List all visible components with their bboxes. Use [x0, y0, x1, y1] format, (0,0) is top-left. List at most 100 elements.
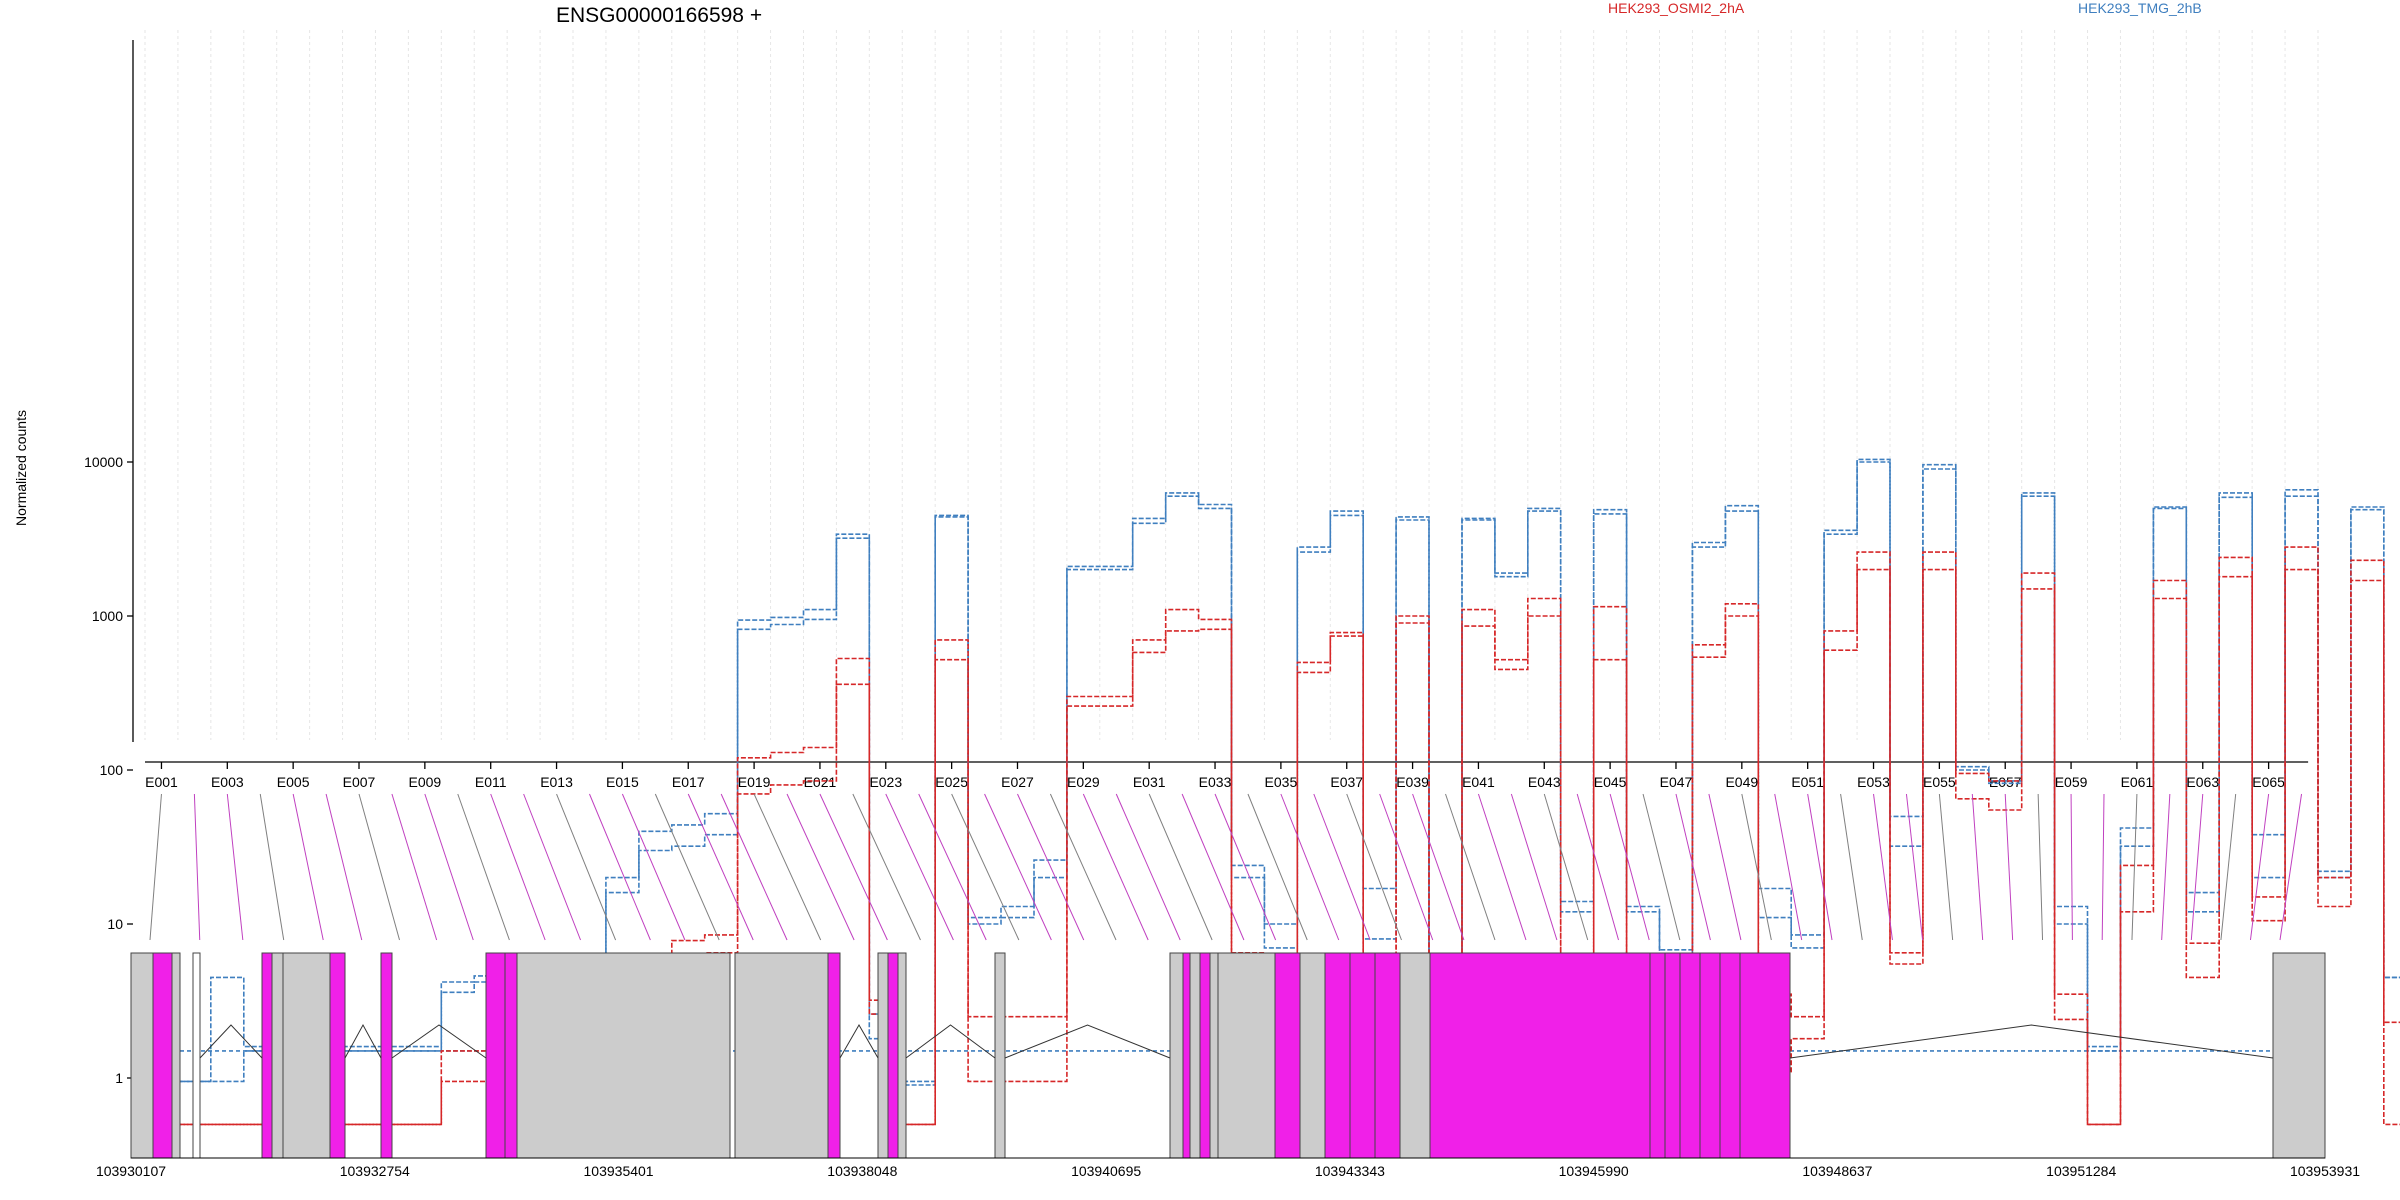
exon-block	[1324, 952, 1401, 1159]
intron-connector	[1004, 1024, 1171, 1059]
exon-connector	[918, 793, 987, 941]
x-tick-label: E001	[145, 774, 178, 790]
series-line	[145, 458, 2400, 1083]
exon-connector	[2279, 793, 2303, 941]
x-axis-exons: E001 E003 E005 E007 E009 E011 E013 E015 E017 E019…	[145, 761, 2309, 790]
x-tick-label: E017	[672, 774, 705, 790]
x-tick-label: E021	[804, 774, 837, 790]
x-tick-label: E003	[211, 774, 244, 790]
exon-connector	[1379, 793, 1434, 941]
exon-connector	[984, 793, 1052, 941]
exon-connector	[2249, 793, 2270, 941]
exon-block	[271, 952, 284, 1159]
x-tick-label: E057	[1989, 774, 2022, 790]
exon-connector	[1741, 793, 1772, 941]
y-tick-label: 1	[115, 1070, 123, 1086]
exon-connector	[325, 793, 363, 941]
exon-connector	[1938, 793, 1954, 941]
exon-block	[516, 952, 731, 1159]
x-tick-label: E047	[1660, 774, 1693, 790]
x-tick-label: E009	[409, 774, 442, 790]
y-axis-label: Normalized counts	[13, 410, 29, 526]
exon-connector	[1412, 793, 1465, 941]
exon-block	[171, 952, 181, 1159]
exon-connector	[2004, 793, 2014, 941]
y-tick-label: 1000	[92, 608, 123, 624]
x-tick-label: E027	[1001, 774, 1034, 790]
x-tick-label: E023	[869, 774, 902, 790]
exon-connector	[490, 793, 546, 941]
exon-connector	[852, 793, 921, 941]
exon-connector	[2220, 793, 2237, 941]
exon-block	[329, 952, 346, 1159]
x-tick-label: E061	[2121, 774, 2154, 790]
exon-connector	[885, 793, 954, 941]
exon-block	[897, 952, 907, 1159]
x-tick-label: E053	[1857, 774, 1890, 790]
x-tick-label: E013	[540, 774, 573, 790]
exon-connector	[1543, 793, 1589, 941]
exon-connector	[2131, 793, 2138, 941]
exon-connector	[1313, 793, 1371, 941]
exon-connector	[259, 793, 285, 941]
exon-block	[2272, 952, 2326, 1159]
x-tick-label: E051	[1791, 774, 1824, 790]
exon-connector	[1346, 793, 1402, 941]
exon-connector	[1082, 793, 1149, 941]
exon-connector	[292, 793, 324, 941]
coord-tick-label: 103948637	[1802, 1163, 1872, 1179]
exon-connector	[1510, 793, 1558, 941]
y-tick-label: 100	[100, 762, 124, 778]
intron-connector	[839, 1023, 879, 1059]
x-tick-label: E033	[1199, 774, 1232, 790]
exon-connector	[1017, 793, 1085, 941]
exon-connector	[1807, 793, 1833, 941]
exon-connector	[951, 793, 1020, 941]
chart-title: ENSG00000166598 +	[556, 4, 762, 27]
exon-connector	[556, 793, 617, 941]
exon-connector	[1280, 793, 1340, 941]
x-tick-label: E005	[277, 774, 310, 790]
gene-model	[130, 952, 2326, 1159]
exon-connector	[1181, 793, 1245, 941]
exon-connector	[621, 793, 686, 941]
exon-block	[827, 952, 841, 1159]
exon-connector	[753, 793, 822, 941]
coord-tick-label: 103953931	[2290, 1163, 2360, 1179]
exon-connector	[1971, 793, 1984, 941]
exon-block	[1169, 952, 1184, 1159]
x-tick-label: E043	[1528, 774, 1561, 790]
exon-block	[1189, 952, 1201, 1159]
exon-connector	[1708, 793, 1742, 941]
x-tick-label: E045	[1594, 774, 1627, 790]
intron-connector	[344, 1023, 382, 1059]
coord-tick-label: 103935401	[584, 1163, 654, 1179]
genomic-coordinate-axis: 103930107 103932754 103935401 103938048 1039…	[96, 1157, 2360, 1179]
y-axis: 1 10 100 1000 10000	[84, 40, 134, 1086]
exon-block	[994, 952, 1006, 1159]
exon-block	[1209, 952, 1219, 1159]
x-tick-label: E031	[1133, 774, 1166, 790]
intron-connector	[1789, 1024, 2274, 1059]
exon-block	[1199, 952, 1211, 1159]
exon-connector	[819, 793, 888, 941]
coord-tick-label: 103945990	[1559, 1163, 1629, 1179]
x-tick-label: E041	[1462, 774, 1495, 790]
exon-connector	[720, 793, 788, 941]
x-tick-label: E019	[738, 774, 771, 790]
x-tick-label: E049	[1725, 774, 1758, 790]
coord-tick-label: 103930107	[96, 1163, 166, 1179]
legend-tmg: HEK293_TMG_2hB	[2078, 0, 2202, 16]
exon-connector	[589, 793, 651, 941]
coord-tick-label: 103951284	[2046, 1163, 2116, 1179]
exon-block	[1299, 952, 1326, 1159]
exon-block	[261, 952, 273, 1159]
exon-connector	[1609, 793, 1650, 941]
exon-connector	[1642, 793, 1681, 941]
x-tick-label: E025	[935, 774, 968, 790]
exon-block	[504, 952, 518, 1159]
intron-connector	[199, 1024, 263, 1059]
exon-connector	[687, 793, 754, 941]
exon-connector	[1115, 793, 1181, 941]
exon-connector	[1049, 793, 1117, 941]
